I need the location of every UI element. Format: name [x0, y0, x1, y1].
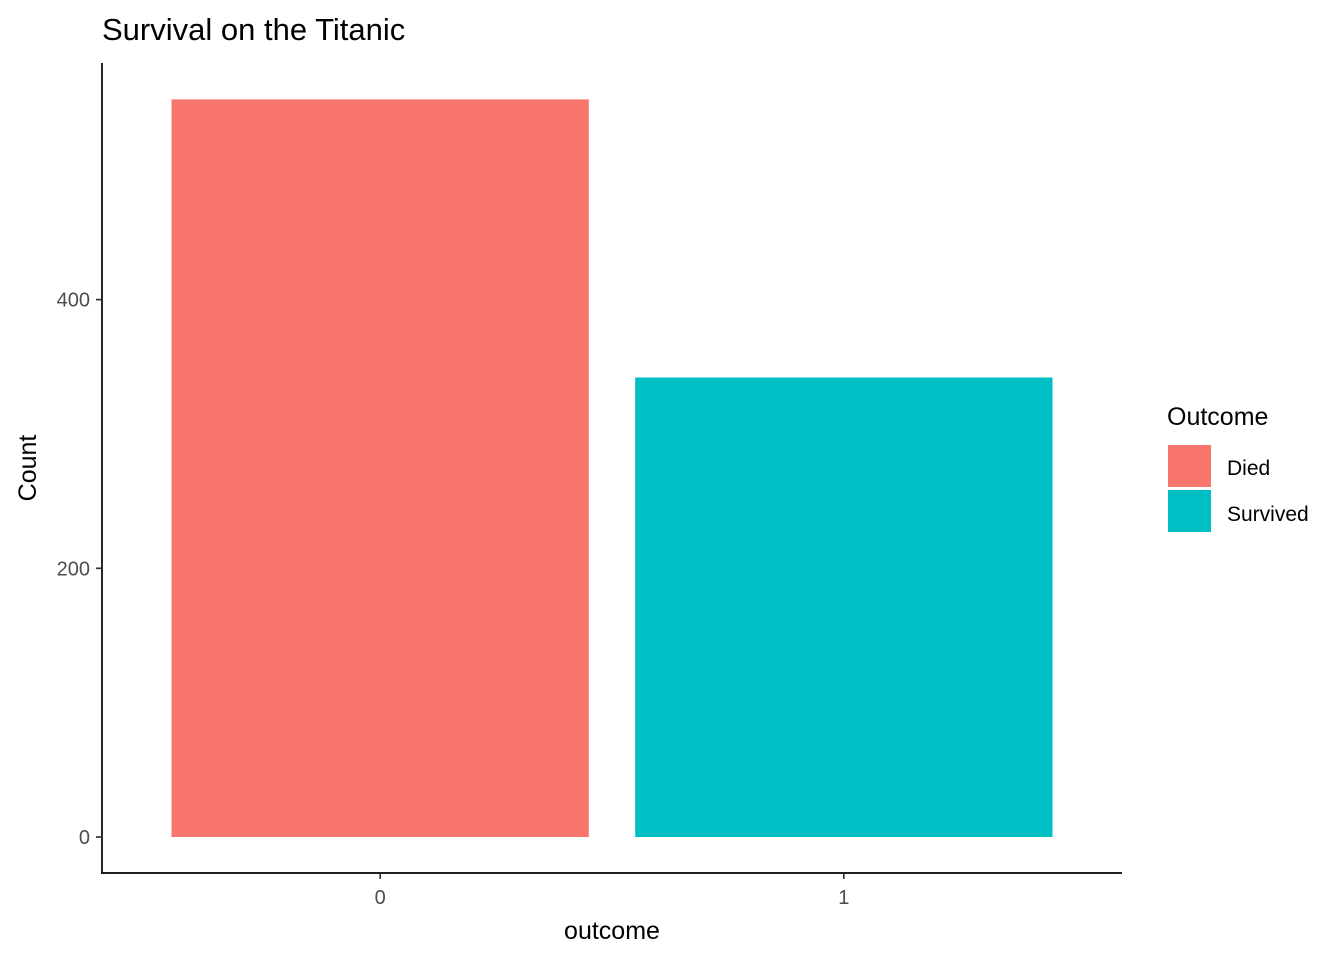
x-axis-title: outcome	[564, 917, 660, 945]
x-tick-label: 1	[838, 887, 849, 909]
y-tick-label: 400	[57, 290, 90, 312]
legend-swatch-died	[1168, 445, 1211, 487]
legend-label-survived: Survived	[1227, 503, 1309, 526]
bar-0	[171, 99, 589, 837]
y-tick-label: 0	[79, 827, 90, 849]
chart-title: Survival on the Titanic	[102, 12, 405, 47]
y-axis-title: Count	[14, 435, 42, 502]
bars-group	[171, 99, 1053, 837]
legend-title: Outcome	[1167, 403, 1268, 431]
legend-swatch-survived	[1168, 490, 1211, 532]
x-tick-label: 0	[375, 887, 386, 909]
bar-1	[635, 377, 1053, 837]
legend: Outcome Died Survived	[1167, 403, 1309, 532]
y-ticks-group: 0 200 400	[57, 290, 102, 849]
legend-label-died: Died	[1227, 457, 1270, 480]
y-tick-label: 200	[57, 558, 90, 580]
